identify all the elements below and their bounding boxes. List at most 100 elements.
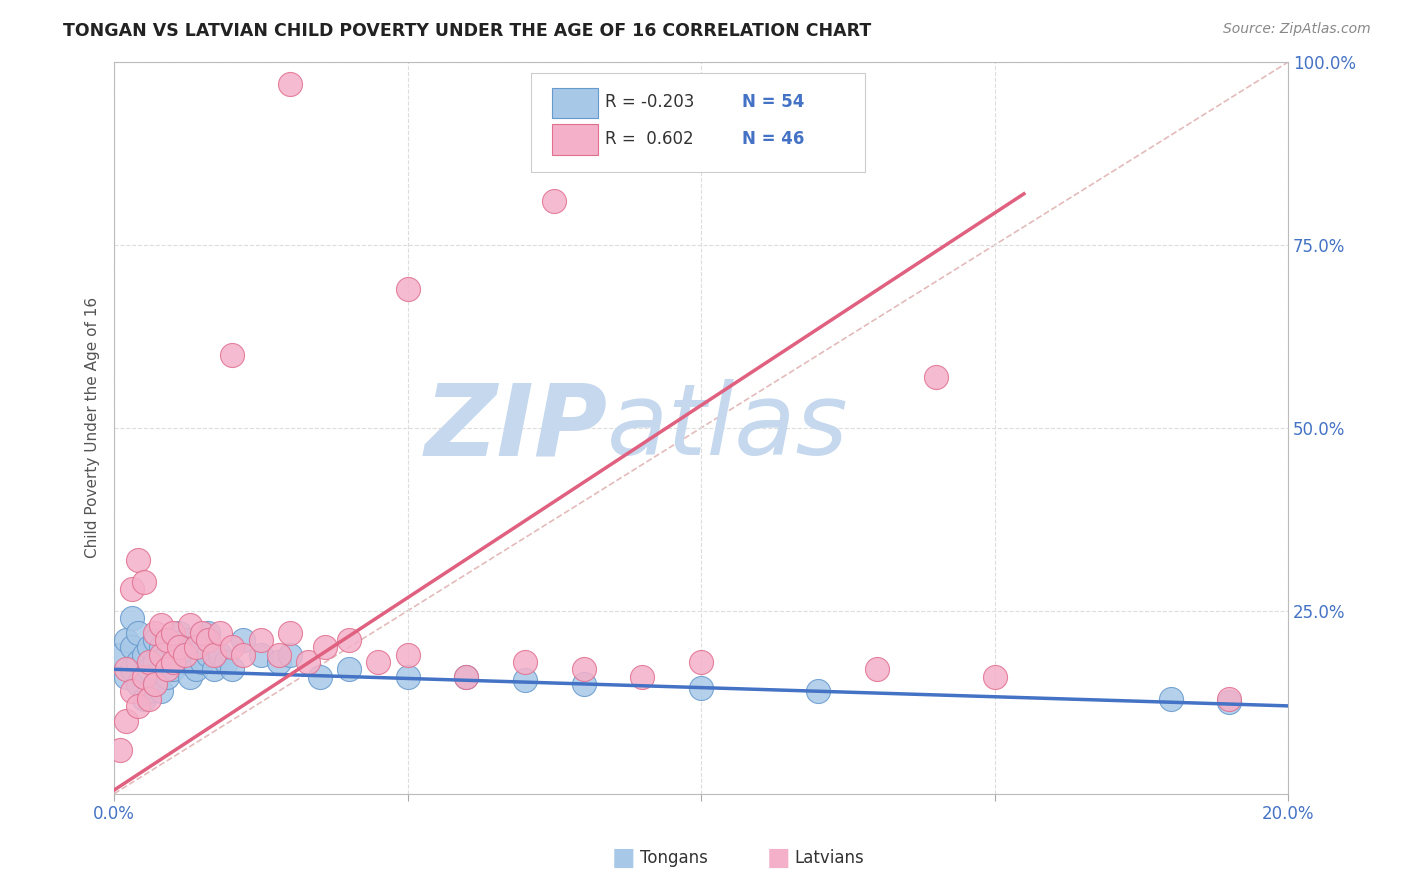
Point xyxy=(297,655,319,669)
Point xyxy=(572,662,595,676)
Point xyxy=(127,698,149,713)
Point xyxy=(215,655,238,669)
Point xyxy=(167,648,190,662)
Point xyxy=(132,670,155,684)
Point xyxy=(121,640,143,655)
Point xyxy=(121,684,143,698)
Point xyxy=(396,648,419,662)
Point xyxy=(572,677,595,691)
Point xyxy=(167,625,190,640)
Point xyxy=(150,662,173,676)
Point xyxy=(132,670,155,684)
Point xyxy=(150,648,173,662)
Point xyxy=(513,655,536,669)
Point xyxy=(121,611,143,625)
Point xyxy=(138,655,160,669)
Text: N = 54: N = 54 xyxy=(742,94,804,112)
Text: Tongans: Tongans xyxy=(640,849,707,867)
Point xyxy=(191,655,214,669)
Point xyxy=(173,655,195,669)
Point xyxy=(197,633,219,648)
Point xyxy=(121,582,143,596)
Text: R =  0.602: R = 0.602 xyxy=(605,130,693,148)
Point xyxy=(127,625,149,640)
Point xyxy=(278,648,301,662)
Point xyxy=(314,640,336,655)
Text: N = 46: N = 46 xyxy=(742,130,804,148)
Point xyxy=(278,625,301,640)
Point xyxy=(162,640,184,655)
Point xyxy=(221,640,243,655)
Point xyxy=(202,662,225,676)
Point xyxy=(208,625,231,640)
Point xyxy=(132,648,155,662)
Point xyxy=(208,648,231,662)
Point xyxy=(337,662,360,676)
Point xyxy=(983,670,1005,684)
Point xyxy=(197,625,219,640)
Point xyxy=(115,714,138,728)
Point xyxy=(186,640,208,655)
Point xyxy=(1160,691,1182,706)
Point xyxy=(115,633,138,648)
FancyBboxPatch shape xyxy=(553,124,598,155)
Text: ■: ■ xyxy=(766,847,790,870)
Point xyxy=(1218,695,1240,709)
Point xyxy=(108,743,131,757)
Point xyxy=(456,670,478,684)
Point xyxy=(543,194,565,208)
Point xyxy=(150,684,173,698)
Point xyxy=(513,673,536,688)
Point xyxy=(232,633,254,648)
Point xyxy=(132,574,155,589)
Point xyxy=(925,369,948,384)
Point xyxy=(156,648,179,662)
Point xyxy=(143,633,166,648)
Point xyxy=(631,670,654,684)
Point xyxy=(108,648,131,662)
Point xyxy=(156,662,179,676)
Point xyxy=(162,662,184,676)
Y-axis label: Child Poverty Under the Age of 16: Child Poverty Under the Age of 16 xyxy=(86,297,100,558)
Point xyxy=(143,625,166,640)
Point xyxy=(127,677,149,691)
Point xyxy=(267,648,290,662)
Point xyxy=(150,640,173,655)
Point xyxy=(156,670,179,684)
Point xyxy=(138,662,160,676)
Point xyxy=(121,662,143,676)
Point xyxy=(138,640,160,655)
Point xyxy=(690,681,713,695)
Point xyxy=(173,633,195,648)
Point xyxy=(308,670,330,684)
Point xyxy=(232,648,254,662)
Point xyxy=(162,625,184,640)
Text: R = -0.203: R = -0.203 xyxy=(605,94,695,112)
Point xyxy=(278,77,301,91)
Point xyxy=(1218,691,1240,706)
FancyBboxPatch shape xyxy=(553,87,598,119)
Point xyxy=(138,691,160,706)
Point xyxy=(250,648,273,662)
Point xyxy=(197,648,219,662)
Point xyxy=(396,670,419,684)
Point xyxy=(267,655,290,669)
Point xyxy=(179,670,201,684)
Point xyxy=(337,633,360,648)
Point xyxy=(127,655,149,669)
Point xyxy=(396,282,419,296)
Point xyxy=(221,662,243,676)
Text: ■: ■ xyxy=(612,847,636,870)
Point xyxy=(127,552,149,566)
Point xyxy=(186,662,208,676)
Point xyxy=(807,684,830,698)
Point xyxy=(191,625,214,640)
Point xyxy=(186,640,208,655)
Point xyxy=(143,655,166,669)
Point xyxy=(456,670,478,684)
Text: atlas: atlas xyxy=(607,379,849,476)
Text: Latvians: Latvians xyxy=(794,849,865,867)
FancyBboxPatch shape xyxy=(531,73,866,172)
Point xyxy=(132,691,155,706)
Point xyxy=(156,633,179,648)
